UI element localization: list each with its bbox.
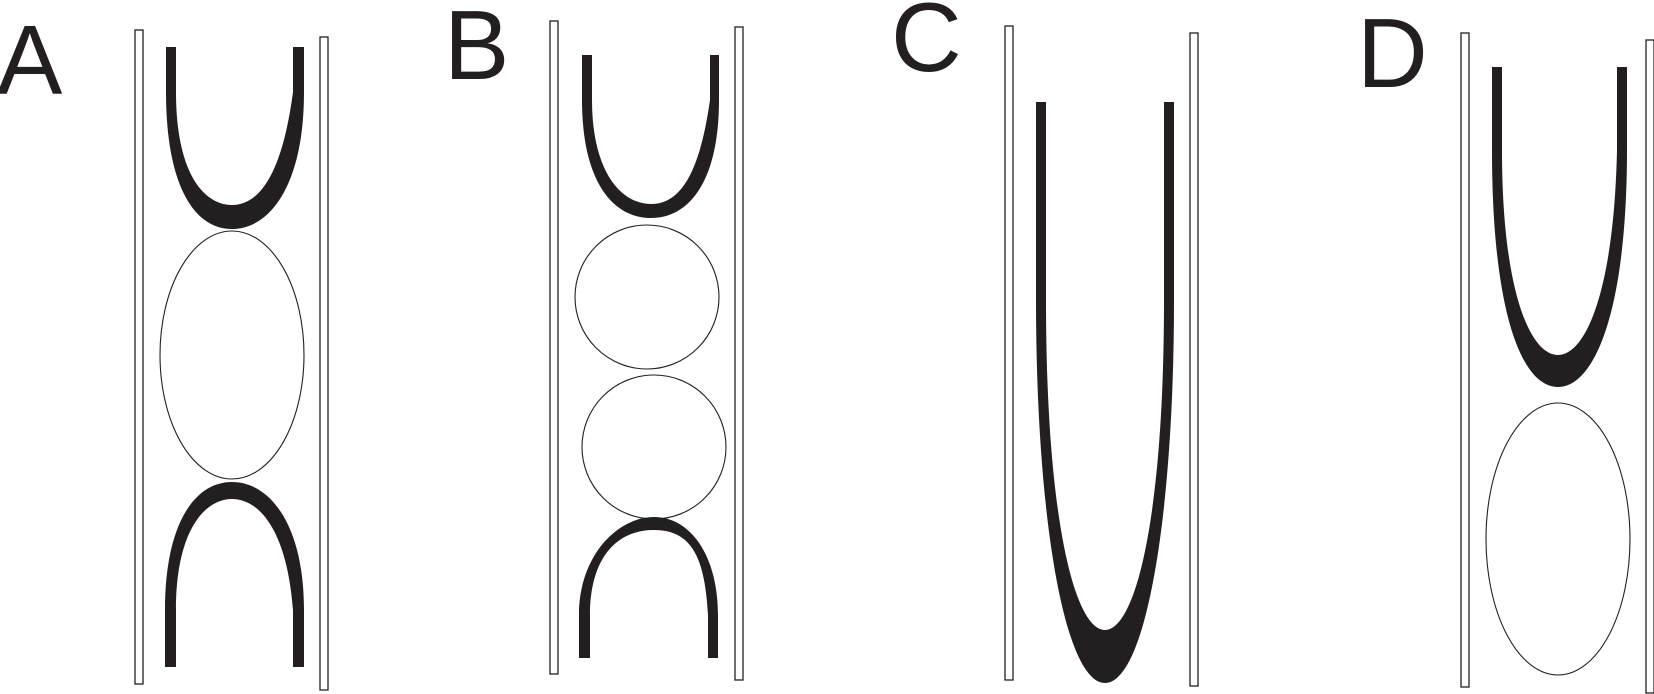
panel-b: B xyxy=(444,0,744,681)
cell-circle-lower xyxy=(581,374,727,520)
cell-ellipse xyxy=(1485,402,1631,676)
capillary-wall-right xyxy=(319,36,329,691)
panel-label-b: B xyxy=(444,0,509,100)
panel-label-c: C xyxy=(891,0,962,92)
panel-c: C xyxy=(891,0,1199,687)
capillary-wall-left xyxy=(549,20,559,675)
capillary-wall-left xyxy=(134,29,144,685)
meniscus-film-long xyxy=(1036,102,1174,683)
capillary-wall-right xyxy=(1645,39,1654,694)
meniscus-film-upper xyxy=(166,47,304,229)
meniscus-film-lower xyxy=(165,482,304,667)
capillary-wall-left xyxy=(1004,25,1014,681)
capillary-wall-right xyxy=(734,26,744,681)
capillary-wall-left xyxy=(1460,32,1470,688)
meniscus-film-lower xyxy=(579,517,718,658)
cell-ellipse xyxy=(159,230,305,480)
meniscus-film-upper xyxy=(582,55,719,218)
panel-d: D xyxy=(1357,0,1654,694)
panel-a: A xyxy=(0,5,329,691)
meniscus-film-upper xyxy=(1492,67,1627,387)
cell-circle-upper xyxy=(574,224,720,370)
panel-label-a: A xyxy=(0,5,63,115)
panel-label-d: D xyxy=(1357,0,1428,108)
capillary-wall-right xyxy=(1189,32,1199,687)
